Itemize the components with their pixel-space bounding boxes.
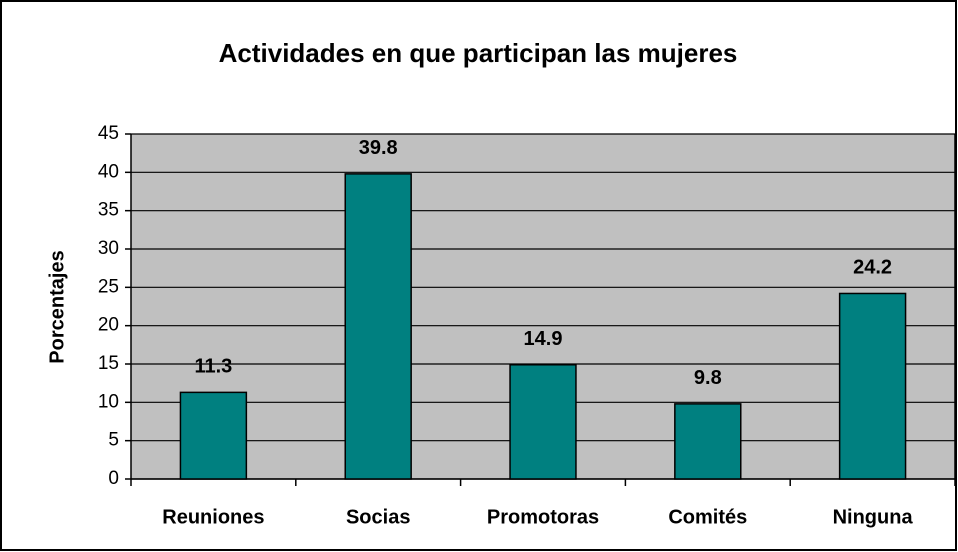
y-tick-label: 40: [98, 161, 119, 182]
x-tick-label: Socias: [346, 506, 410, 528]
y-tick-label: 20: [98, 315, 119, 336]
bar: [179, 391, 248, 480]
x-tick-label: Comités: [668, 506, 747, 528]
x-tick-label: Reuniones: [162, 506, 264, 528]
data-label: 39.8: [359, 137, 398, 159]
bar: [838, 292, 907, 480]
data-label: 11.3: [194, 356, 232, 378]
x-tick-label: Promotoras: [487, 506, 599, 528]
y-tick-label: 15: [98, 353, 119, 374]
y-tick-label: 35: [98, 200, 119, 221]
y-tick-label: 30: [98, 238, 119, 259]
x-tick-label: Ninguna: [833, 506, 914, 528]
bar: [674, 403, 742, 480]
data-label: 14.9: [524, 328, 563, 350]
data-label: 24.2: [853, 257, 892, 279]
y-axis-label: Porcentajes: [46, 250, 68, 363]
y-tick-label: 10: [98, 391, 119, 412]
y-tick-label: 25: [98, 276, 119, 297]
bar: [509, 364, 577, 480]
chart-title: Actividades en que participan las mujere…: [219, 38, 738, 68]
data-label: 9.8: [694, 367, 722, 389]
bar: [344, 173, 412, 480]
y-tick-label: 0: [108, 468, 119, 489]
y-tick-label: 45: [98, 123, 119, 144]
y-tick-label: 5: [108, 430, 119, 451]
